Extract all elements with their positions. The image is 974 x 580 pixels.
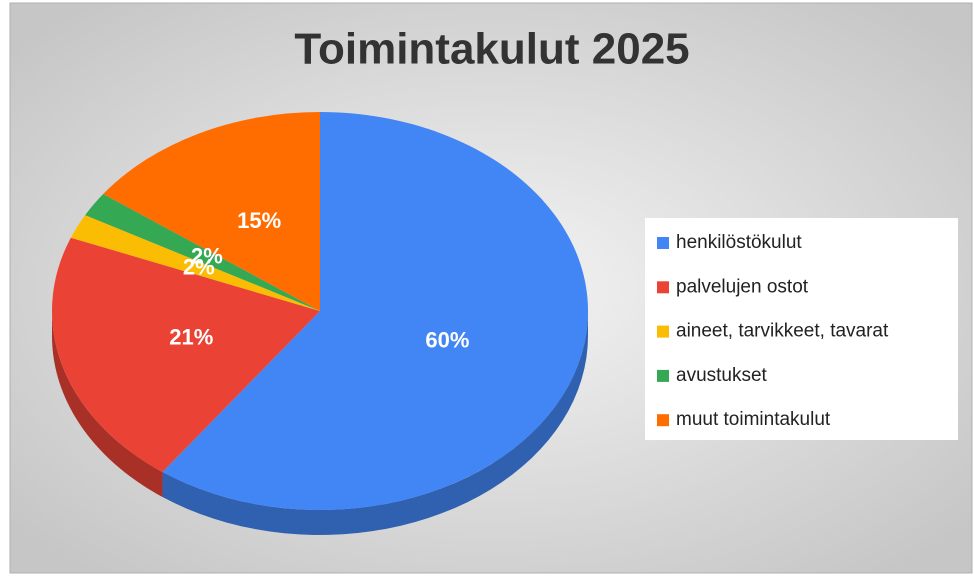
data-label: 2% [191, 243, 223, 268]
legend-label: muut toimintakulut [676, 409, 831, 430]
legend-label: avustukset [676, 365, 768, 386]
data-label: 2% [183, 254, 215, 279]
pie-side [162, 311, 588, 535]
pie-slice [70, 215, 320, 311]
legend-swatch [657, 325, 669, 338]
legend [645, 218, 958, 440]
legend-items: henkilöstökulut palvelujen ostot aineet, t… [657, 232, 889, 430]
legend-swatch [657, 237, 669, 249]
pie-side [52, 311, 163, 497]
legend-label: palvelujen ostot [676, 276, 809, 297]
chart-title: Toimintakulut 2025 [294, 25, 689, 74]
data-label: 15% [237, 208, 281, 233]
legend-label: henkilöstökulut [676, 232, 802, 253]
legend-swatch [657, 414, 669, 427]
legend-label: aineet, tarvikkeet, tavarat [676, 321, 889, 342]
data-label: 60% [425, 328, 469, 353]
legend-swatch [657, 281, 669, 294]
pie-slice [103, 111, 321, 311]
pie-slice [85, 194, 320, 311]
pie-slice [162, 112, 588, 511]
pie: 60% 21% 2%2% 15% [52, 111, 588, 535]
data-label: 21% [169, 325, 213, 350]
pie-slice [52, 237, 321, 472]
legend-swatch [657, 369, 669, 382]
